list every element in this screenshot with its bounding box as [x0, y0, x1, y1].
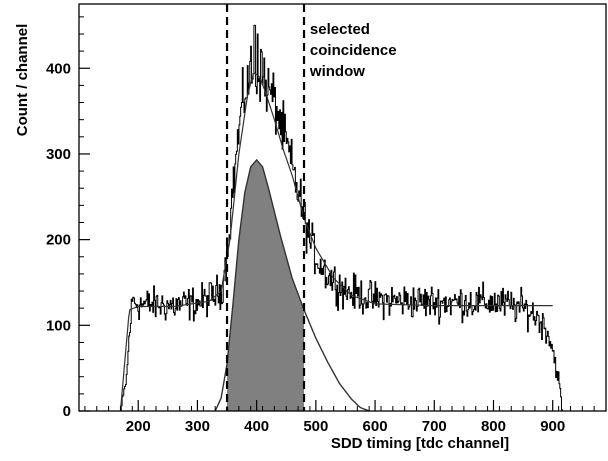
x-tick-label: 200 [126, 418, 151, 435]
y-tick-label: 0 [63, 403, 71, 420]
x-tick-label: 700 [422, 418, 447, 435]
plot-frame [78, 3, 607, 412]
series-1-fit-curve [119, 72, 553, 412]
y-tick-label: 100 [46, 317, 71, 334]
annotation-line: window [309, 63, 365, 80]
y-tick-label: 200 [46, 232, 71, 249]
annotation-line: coincidence [310, 42, 397, 59]
series-2-window-fill [227, 159, 305, 411]
series-2-peak-curve [214, 158, 370, 412]
x-tick-label: 500 [303, 418, 328, 435]
annotation-text: selected coincidence window [309, 21, 397, 80]
x-tick-label: 900 [540, 418, 565, 435]
y-tick-label: 300 [46, 146, 71, 163]
x-tick-label: 300 [185, 418, 210, 435]
x-tick-label: 400 [244, 418, 269, 435]
plot-area [79, 4, 607, 412]
x-axis-title: SDD timing [tdc channel] [331, 435, 509, 452]
y-axis-title: Count / channel [14, 24, 31, 137]
axes: 200 300 400 500 600 700 800 900 0 100 200 300 400 [46, 3, 607, 435]
annotation-line: selected [310, 21, 370, 38]
x-tick-label: 600 [363, 418, 388, 435]
series-0-histogram [79, 24, 607, 412]
y-tick-label: 400 [46, 60, 71, 77]
x-tick-label: 800 [481, 418, 506, 435]
